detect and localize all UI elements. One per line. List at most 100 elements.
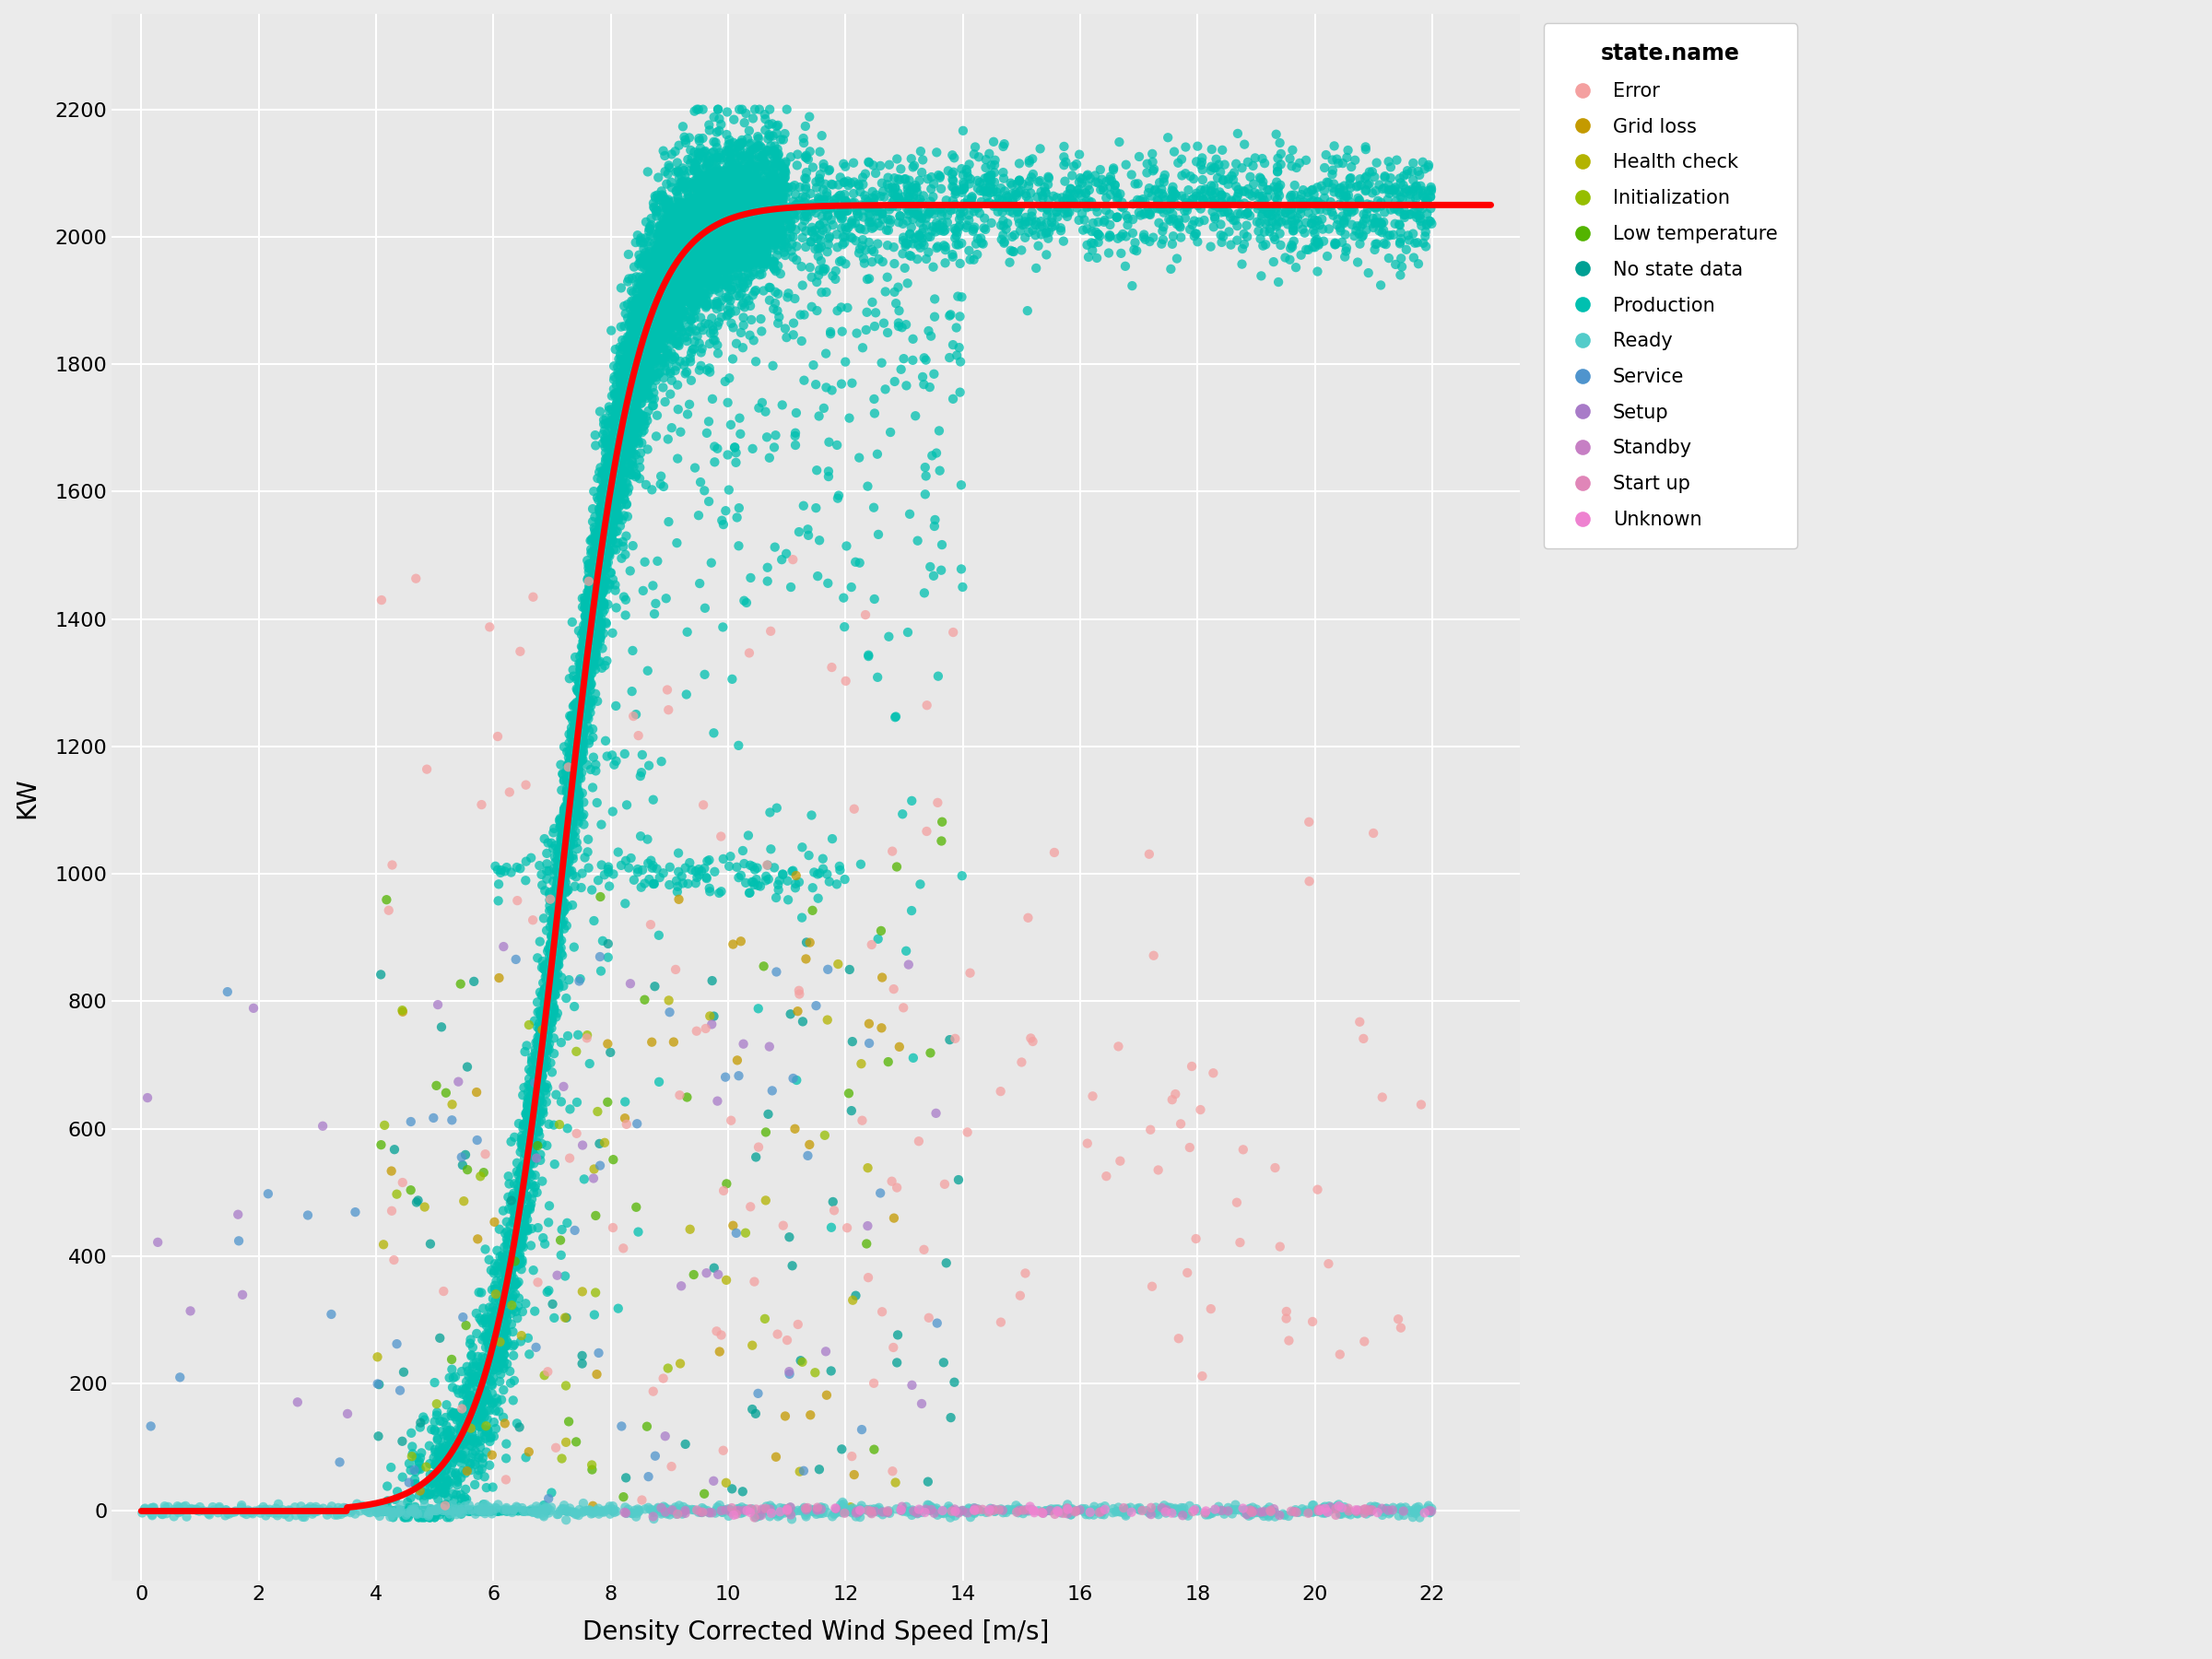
Point (597, 469, 633, 496)
Point (641, 337, 677, 363)
Point (712, 234, 748, 260)
Point (564, 649, 599, 675)
Point (522, 1040, 557, 1067)
Point (810, 571, 845, 597)
Point (723, 237, 759, 264)
Point (617, 347, 653, 373)
Point (1358, 1493, 1394, 1520)
Point (599, 484, 635, 511)
Point (670, 277, 706, 304)
Point (493, 1213, 529, 1239)
Point (434, 1498, 469, 1525)
Point (526, 952, 562, 979)
Point (690, 201, 726, 227)
Point (681, 237, 717, 264)
Point (535, 1009, 571, 1035)
Point (611, 411, 646, 438)
Point (560, 740, 595, 766)
Point (728, 211, 763, 237)
Point (580, 554, 615, 581)
Point (858, 159, 894, 186)
Point (462, 1369, 498, 1395)
Point (599, 416, 635, 443)
Point (633, 295, 668, 322)
Point (555, 788, 591, 815)
Point (509, 1110, 544, 1136)
Point (752, 168, 787, 194)
Point (739, 154, 774, 181)
Point (723, 252, 759, 279)
Point (684, 252, 719, 279)
Point (599, 453, 635, 479)
Point (1102, 181, 1137, 207)
Point (695, 139, 730, 166)
Point (697, 209, 732, 236)
Point (504, 1256, 540, 1282)
Point (546, 846, 582, 873)
Point (666, 307, 701, 333)
Point (1084, 1498, 1119, 1525)
Point (1029, 1498, 1064, 1525)
Point (553, 796, 588, 823)
Point (655, 219, 690, 246)
Point (1029, 1498, 1064, 1525)
Point (657, 219, 692, 246)
Point (571, 703, 606, 730)
Point (799, 194, 834, 221)
Point (679, 254, 714, 280)
Point (1172, 163, 1208, 189)
Point (562, 803, 597, 830)
Point (807, 196, 843, 222)
Point (179, 1496, 215, 1523)
Point (677, 246, 712, 272)
Point (688, 222, 723, 249)
Point (845, 171, 880, 197)
Point (644, 229, 679, 255)
Point (573, 645, 608, 672)
Point (628, 260, 664, 287)
Point (706, 270, 741, 297)
Point (1011, 148, 1046, 174)
Point (646, 282, 681, 309)
Point (608, 350, 644, 377)
Point (484, 1271, 520, 1297)
Point (688, 236, 723, 262)
Point (1221, 179, 1256, 206)
Point (699, 224, 734, 251)
Point (544, 833, 580, 859)
Point (531, 974, 566, 1000)
Point (619, 358, 655, 385)
Point (615, 383, 650, 410)
Point (599, 494, 635, 521)
Point (641, 299, 677, 325)
Point (633, 320, 668, 347)
Point (588, 516, 624, 542)
Point (668, 226, 703, 252)
Point (608, 443, 644, 469)
Point (580, 581, 615, 607)
Point (845, 227, 880, 254)
Point (551, 790, 586, 816)
Point (571, 627, 606, 654)
Point (710, 189, 745, 216)
Point (980, 182, 1015, 209)
Point (752, 173, 787, 199)
Point (593, 446, 628, 473)
Point (639, 269, 675, 295)
Point (1228, 131, 1263, 158)
Point (482, 1314, 518, 1340)
Point (633, 279, 668, 305)
Point (805, 123, 841, 149)
Point (615, 390, 650, 416)
Point (571, 639, 606, 665)
Point (549, 985, 584, 1012)
Point (653, 212, 688, 239)
Point (611, 345, 646, 372)
Point (741, 194, 776, 221)
Point (712, 232, 748, 259)
Point (748, 231, 783, 257)
Point (522, 1088, 557, 1115)
Point (668, 287, 703, 314)
Point (734, 199, 770, 226)
Point (593, 499, 628, 526)
